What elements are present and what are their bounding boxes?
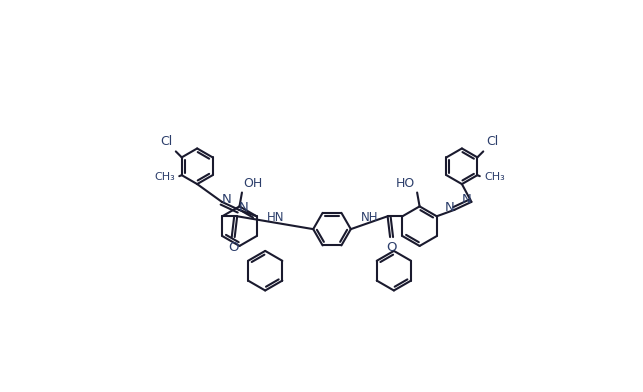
Text: CH₃: CH₃ [484, 172, 505, 182]
Text: OH: OH [243, 176, 262, 190]
Text: HO: HO [396, 176, 415, 190]
Text: Cl: Cl [486, 136, 498, 149]
Text: NH: NH [361, 211, 378, 224]
Text: O: O [386, 241, 396, 254]
Text: Cl: Cl [161, 136, 173, 149]
Text: N: N [462, 193, 471, 207]
Text: N: N [239, 201, 249, 214]
Text: N: N [444, 201, 455, 214]
Text: CH₃: CH₃ [154, 172, 175, 182]
Text: O: O [228, 241, 239, 254]
Text: HN: HN [266, 211, 284, 224]
Text: N: N [222, 193, 231, 207]
